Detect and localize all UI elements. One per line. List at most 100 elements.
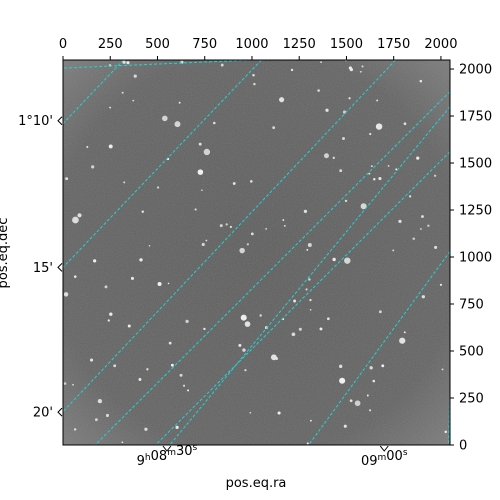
star bbox=[368, 172, 371, 175]
grid-line bbox=[155, 151, 450, 445]
star bbox=[342, 110, 347, 114]
y-tick-label: 1250 bbox=[459, 204, 492, 219]
star bbox=[325, 108, 329, 112]
grid-line bbox=[94, 91, 450, 445]
star bbox=[381, 364, 385, 368]
star bbox=[348, 97, 351, 100]
star bbox=[319, 327, 323, 331]
star bbox=[444, 430, 447, 434]
star bbox=[434, 245, 438, 249]
star bbox=[219, 224, 223, 228]
dec-tick-label: 15' bbox=[33, 261, 53, 276]
star bbox=[252, 74, 255, 77]
star bbox=[157, 282, 162, 287]
star bbox=[344, 257, 351, 264]
x-tick-label: 500 bbox=[145, 37, 170, 52]
star bbox=[244, 369, 247, 372]
dec-tick bbox=[57, 407, 63, 417]
star bbox=[368, 409, 372, 412]
star bbox=[317, 89, 320, 92]
star bbox=[174, 121, 181, 128]
star bbox=[360, 203, 367, 210]
star bbox=[72, 216, 79, 224]
star bbox=[225, 223, 228, 226]
star bbox=[250, 232, 254, 236]
star bbox=[198, 142, 202, 146]
y-tick-label: 2000 bbox=[459, 63, 492, 78]
y-tick-label: 750 bbox=[459, 298, 484, 313]
star bbox=[213, 121, 216, 125]
star bbox=[354, 400, 361, 407]
star bbox=[170, 363, 174, 367]
star bbox=[282, 219, 285, 221]
grid-line bbox=[63, 60, 262, 268]
x-tick-label: 750 bbox=[192, 37, 217, 52]
star bbox=[113, 364, 117, 368]
star bbox=[339, 377, 346, 384]
sky-image bbox=[63, 60, 450, 445]
star bbox=[342, 137, 345, 140]
star bbox=[94, 418, 98, 422]
star bbox=[144, 427, 148, 431]
star bbox=[127, 324, 131, 328]
dec-tick-label: 20' bbox=[33, 406, 53, 421]
star bbox=[239, 247, 245, 254]
star bbox=[63, 292, 69, 297]
star bbox=[178, 101, 181, 104]
ra-tick-label: 09m00s bbox=[361, 448, 408, 469]
star bbox=[168, 341, 172, 345]
star bbox=[121, 441, 124, 444]
star bbox=[175, 425, 179, 429]
star bbox=[403, 331, 406, 334]
y-tick-label: 1750 bbox=[459, 110, 492, 125]
star bbox=[109, 106, 112, 109]
star bbox=[439, 283, 443, 286]
star bbox=[205, 239, 208, 242]
star bbox=[249, 180, 253, 183]
star bbox=[77, 213, 82, 218]
star bbox=[310, 419, 312, 422]
star bbox=[148, 244, 151, 247]
star bbox=[265, 227, 268, 230]
star bbox=[123, 181, 126, 184]
star bbox=[306, 442, 309, 445]
x-tick-label: 1250 bbox=[283, 37, 316, 52]
star bbox=[421, 295, 425, 299]
star bbox=[272, 126, 276, 130]
star bbox=[133, 74, 137, 78]
star bbox=[323, 153, 329, 159]
star bbox=[201, 242, 205, 247]
star bbox=[320, 61, 322, 64]
star bbox=[259, 314, 262, 317]
y-tick-label: 1500 bbox=[459, 157, 492, 172]
star bbox=[332, 156, 335, 160]
star bbox=[326, 317, 330, 321]
star bbox=[339, 364, 343, 369]
dec-tick bbox=[57, 262, 63, 272]
star bbox=[419, 79, 423, 83]
star bbox=[130, 276, 135, 280]
star bbox=[290, 68, 294, 72]
star bbox=[167, 282, 170, 285]
grid-line bbox=[169, 106, 450, 445]
star bbox=[339, 169, 343, 173]
x-tick-label: 2000 bbox=[424, 37, 457, 52]
ra-tick-label: 9h08m30s bbox=[137, 443, 198, 469]
x-tick-label: 1500 bbox=[330, 37, 363, 52]
x-tick-label: 0 bbox=[59, 37, 67, 52]
star bbox=[416, 156, 420, 160]
star bbox=[244, 321, 251, 327]
star bbox=[283, 224, 286, 227]
star bbox=[270, 354, 277, 361]
star bbox=[182, 384, 186, 387]
star bbox=[146, 368, 149, 371]
y-tick-label: 0 bbox=[459, 439, 467, 454]
star bbox=[306, 248, 309, 251]
star bbox=[399, 337, 406, 344]
grid-line bbox=[447, 395, 450, 445]
star bbox=[201, 189, 203, 192]
pixel-x-axis: 0 250 500 750 1000 1250 1500 1750 2000 bbox=[59, 37, 457, 60]
star bbox=[369, 366, 373, 370]
star bbox=[421, 215, 424, 218]
star bbox=[293, 299, 297, 303]
